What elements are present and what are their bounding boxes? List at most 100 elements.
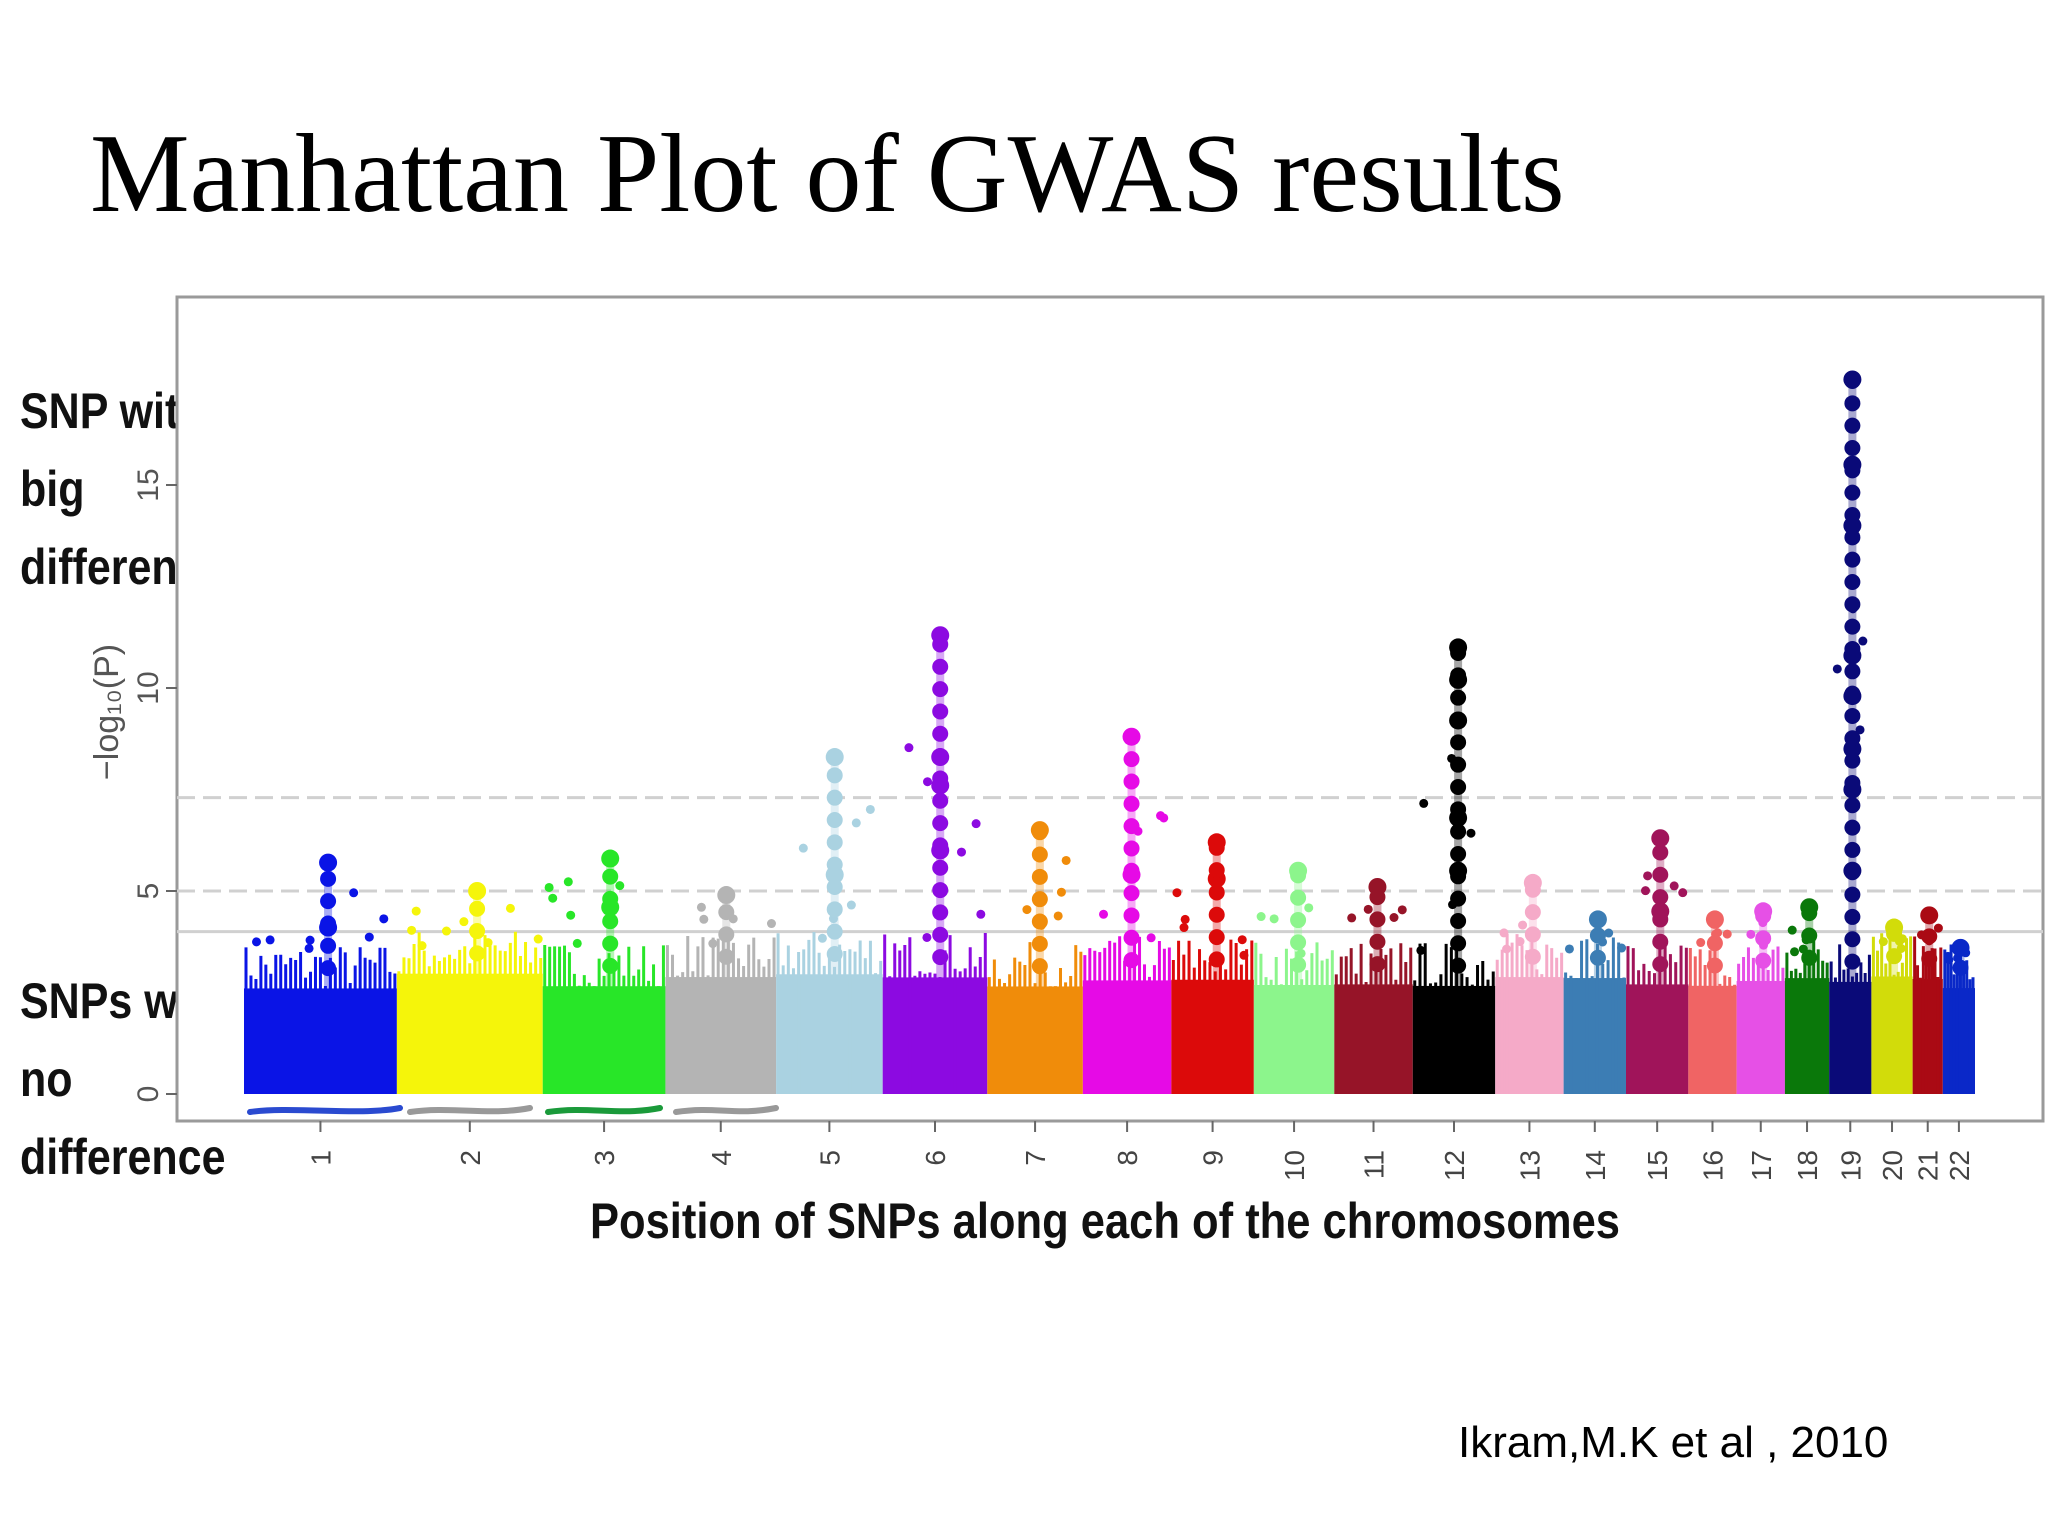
snp-point — [407, 925, 417, 935]
peak-point — [469, 923, 486, 940]
peak-point — [1123, 818, 1140, 835]
y-tick-label: 10 — [132, 671, 165, 704]
highlight-mark — [247, 1105, 403, 1115]
peak-point — [469, 945, 486, 962]
peak-point — [1844, 395, 1861, 412]
chromosome-15-peak — [1651, 829, 1670, 985]
peak-point — [1369, 933, 1386, 950]
snp-point — [533, 934, 543, 944]
snp-point — [1256, 912, 1266, 922]
chromosome-1-snps — [244, 888, 397, 1094]
peak-point — [1450, 689, 1467, 706]
snp-point — [615, 881, 625, 891]
peak-point — [1652, 956, 1669, 973]
snp-point — [251, 937, 261, 947]
snp-point — [364, 932, 374, 942]
snp-point — [305, 935, 315, 945]
peak-point — [602, 957, 619, 974]
peak-point — [1706, 912, 1723, 929]
peak-point — [826, 945, 843, 962]
snp-point — [865, 804, 875, 814]
x-tick-label: 18 — [1792, 1150, 1823, 1181]
peak-point — [1951, 938, 1970, 957]
chromosome-7-snps — [987, 855, 1083, 1094]
x-axis: 1 2 3 4 5 6 7 8 9 10 11 12 13 14 15 16 17 18 19 20 21 22 — [305, 1121, 1975, 1181]
peak-point — [1844, 663, 1861, 680]
annotation-line: no — [20, 1051, 73, 1107]
snp-point — [572, 938, 582, 948]
snp-point — [1416, 945, 1426, 955]
snp-point — [1056, 887, 1066, 897]
snp-point — [379, 914, 389, 924]
peak-column — [1035, 830, 1044, 987]
snp-point — [904, 743, 914, 753]
snp-cluster — [1082, 980, 1172, 1094]
peak-point — [602, 935, 619, 952]
snp-point — [922, 932, 932, 942]
snp-point — [1878, 937, 1888, 947]
annotation-line: big — [20, 461, 85, 517]
peak-point — [1844, 774, 1861, 791]
snp-point — [1269, 914, 1279, 924]
peak-point — [1208, 839, 1225, 856]
snp-point — [566, 910, 576, 920]
peak-point — [1706, 935, 1723, 952]
snp-point — [1180, 914, 1190, 924]
snp-point — [548, 893, 558, 903]
chromosome-6-snps — [882, 743, 988, 1094]
peak-point — [932, 636, 949, 653]
peak-point — [1886, 948, 1903, 965]
y-tick-label: 15 — [132, 468, 165, 501]
peak-point — [320, 960, 337, 977]
peak-point — [320, 893, 337, 910]
snp-point — [1832, 664, 1842, 674]
peak-point — [1123, 907, 1140, 924]
chromosome-11-snps — [1334, 904, 1413, 1094]
peak-point — [1844, 596, 1861, 613]
peak-point — [1652, 889, 1669, 906]
peak-point — [1123, 728, 1140, 745]
peak-point — [1844, 953, 1861, 970]
snp-point — [411, 906, 421, 916]
peak-point — [1844, 640, 1861, 657]
x-tick-label: 19 — [1835, 1150, 1866, 1181]
snp-point — [417, 941, 427, 951]
peak-point — [1844, 506, 1861, 523]
snp-point — [699, 914, 709, 924]
peak-point — [1706, 957, 1723, 974]
peak-point — [1844, 752, 1861, 769]
peak-point — [1755, 930, 1772, 947]
snp-point — [1022, 905, 1032, 915]
snp-point — [1515, 937, 1525, 947]
x-tick-label: 9 — [1198, 1150, 1229, 1166]
y-axis: 0 5 10 15 — [132, 468, 177, 1102]
peak-point — [1844, 819, 1861, 836]
peak-point — [718, 904, 735, 921]
snp-point — [1146, 933, 1156, 943]
snp-point — [1053, 911, 1063, 921]
peak-point — [1450, 667, 1467, 684]
y-axis-label: −log₁₀(P) — [88, 644, 126, 780]
peak-point — [1589, 927, 1606, 944]
peak-point — [718, 926, 735, 943]
peak-point — [1921, 928, 1938, 945]
snp-point — [1499, 928, 1509, 938]
peak-point — [602, 868, 619, 885]
peak-point — [1524, 904, 1541, 921]
peak-point — [1652, 866, 1669, 883]
y-tick-label: 5 — [132, 883, 165, 900]
peak-point — [826, 811, 843, 828]
peak-point — [1123, 751, 1140, 768]
peak-point — [826, 856, 843, 873]
x-tick-label: 13 — [1514, 1150, 1545, 1181]
citation: Ikram,M.K et al , 2010 — [1458, 1418, 1889, 1467]
snp-cluster — [1625, 984, 1689, 1094]
x-tick-label: 6 — [920, 1150, 951, 1166]
chromosome-21-peak — [1920, 906, 1939, 979]
peak-point — [320, 870, 337, 887]
chromosome-14-snps — [1563, 928, 1627, 1094]
peak-point — [1290, 889, 1307, 906]
peak-point — [1589, 949, 1606, 966]
chromosome-16-peak — [1705, 910, 1724, 986]
peak-point — [320, 937, 337, 954]
